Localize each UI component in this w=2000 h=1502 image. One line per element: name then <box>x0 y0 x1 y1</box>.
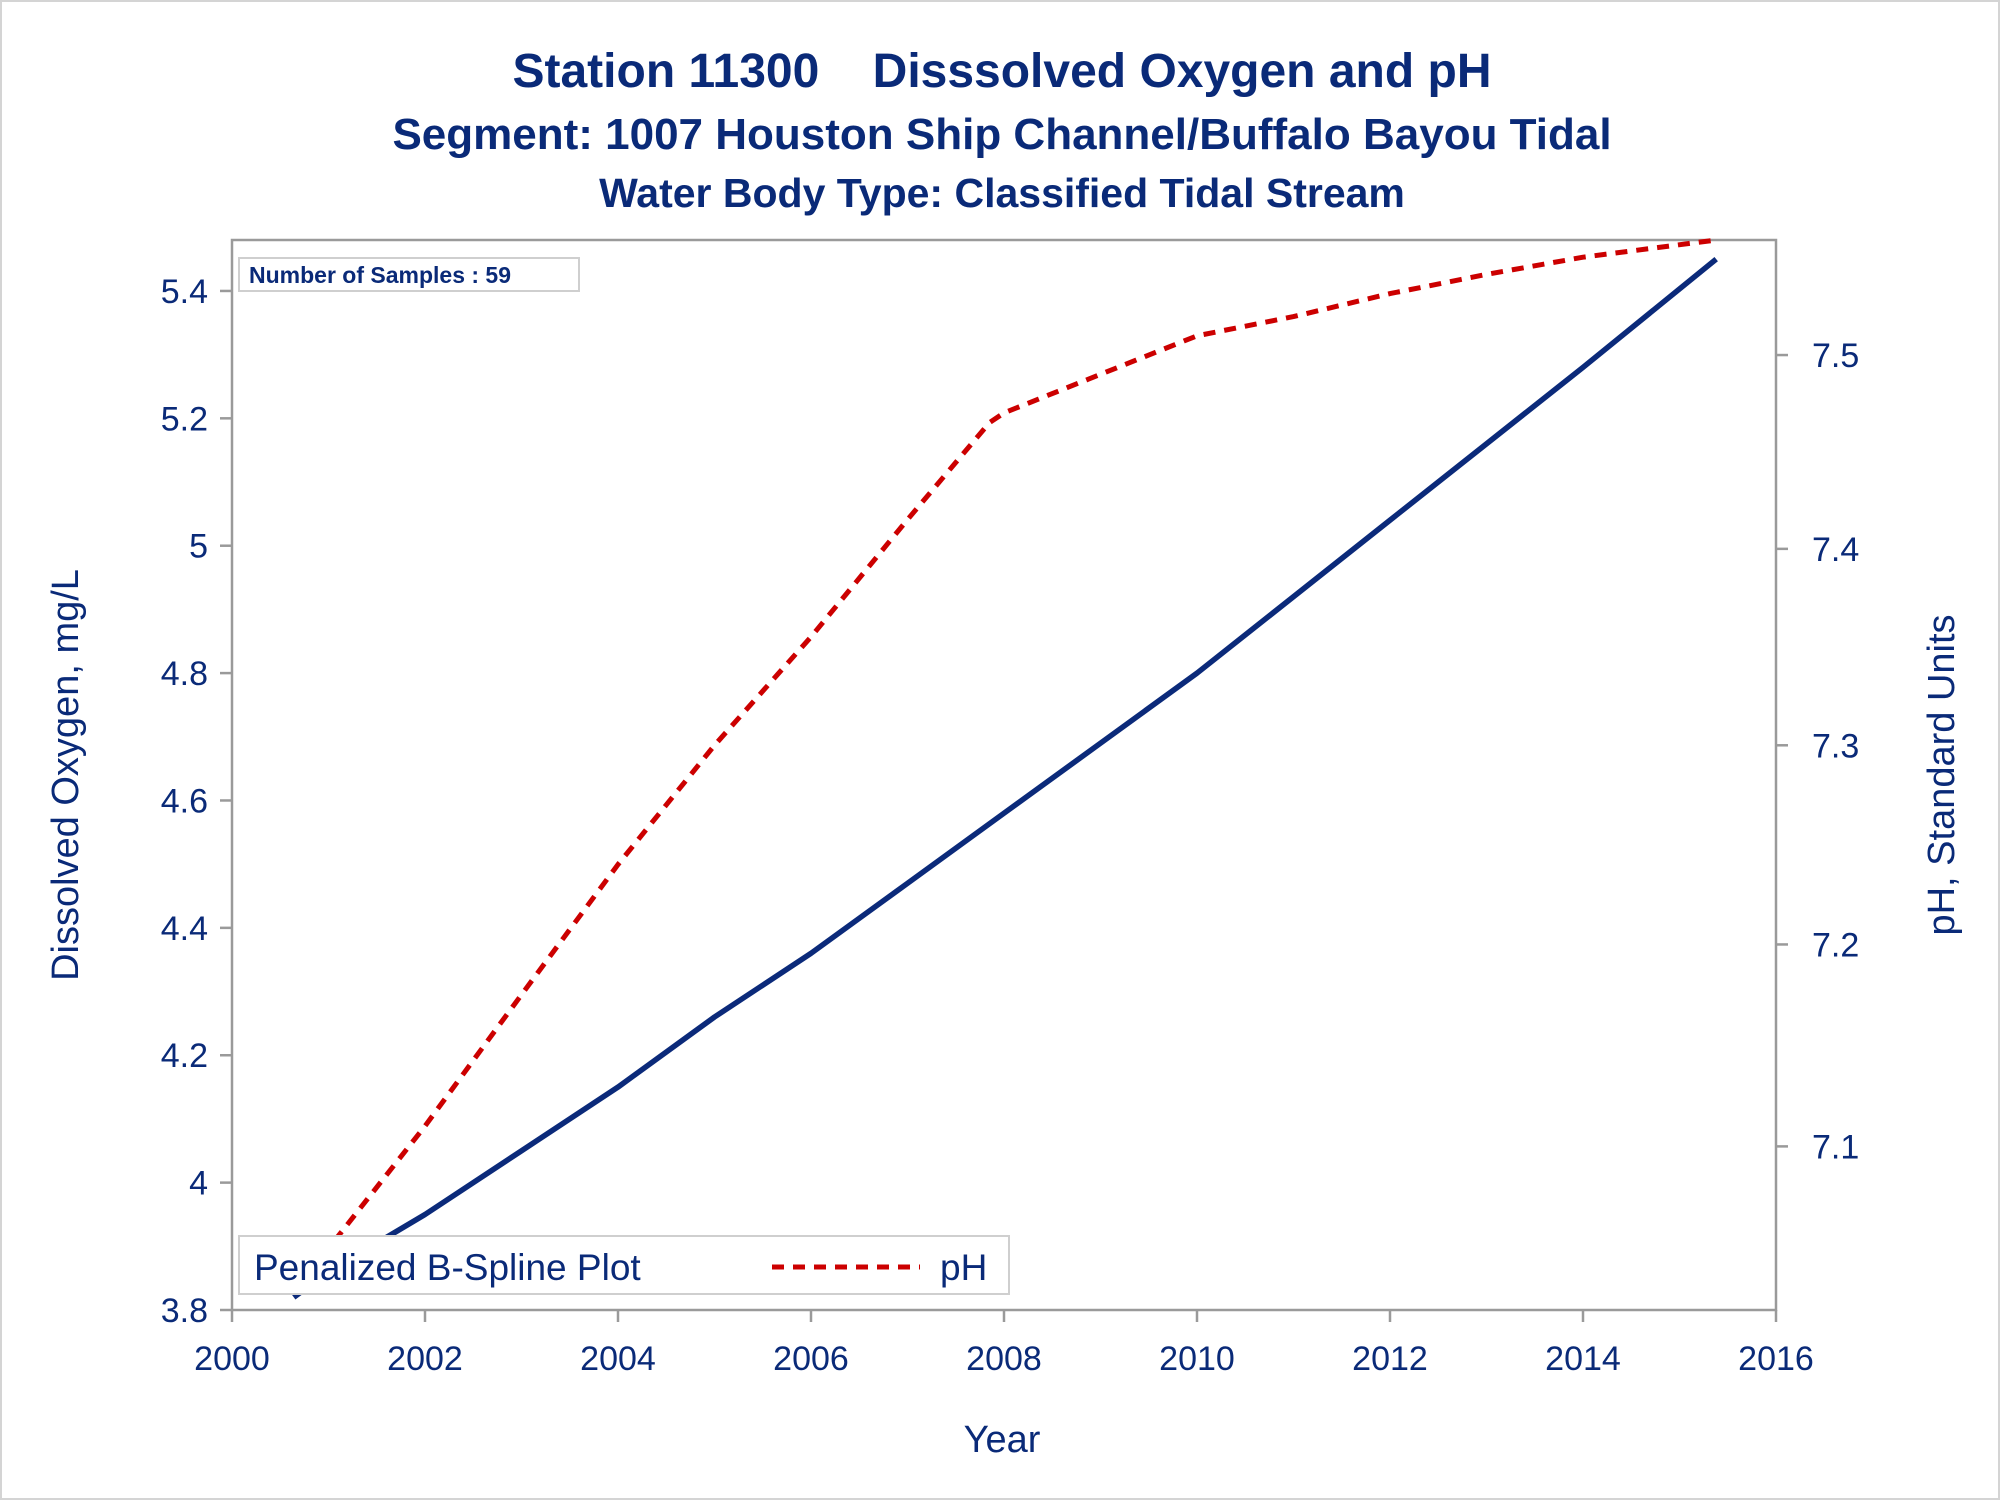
x-tick-label: 2000 <box>194 1340 270 1378</box>
y-axis-left: 3.8 4 4.2 4.4 4.6 4.8 5 5.2 5.4 <box>161 273 232 1330</box>
ph-series-line <box>291 237 1717 1292</box>
x-axis: 2000 2002 2004 2006 2008 2010 2012 2014 2016 <box>194 1310 1814 1378</box>
x-axis-label: Year <box>964 1419 1041 1461</box>
chart-subtitle-segment: Segment: 1007 Houston Ship Channel/Buffa… <box>392 110 1611 159</box>
x-tick-label: 2004 <box>580 1340 656 1378</box>
chart-subtitle-water-body: Water Body Type: Classified Tidal Stream <box>599 170 1405 216</box>
samples-count-label: Number of Samples : 59 <box>249 262 511 288</box>
y2-tick-label: 7.1 <box>1812 1128 1859 1166</box>
chart-title: Station 11300 Disssolved Oxygen and pH <box>512 45 1491 98</box>
y2-tick-label: 7.5 <box>1812 337 1859 375</box>
series-layer <box>291 237 1718 1300</box>
y-tick-label: 4 <box>189 1165 208 1203</box>
y-axis-label: Dissolved Oxygen, mg/L <box>45 569 87 981</box>
x-tick-label: 2002 <box>387 1340 463 1378</box>
y-tick-label: 5.4 <box>161 273 208 311</box>
x-tick-label: 2010 <box>1159 1340 1235 1378</box>
x-tick-label: 2012 <box>1352 1340 1428 1378</box>
x-tick-label: 2008 <box>966 1340 1042 1378</box>
y2-tick-label: 7.3 <box>1812 727 1859 765</box>
y-tick-label: 4.2 <box>161 1037 208 1075</box>
y-tick-label: 3.8 <box>161 1292 208 1330</box>
y-tick-label: 4.8 <box>161 655 208 693</box>
y-tick-label: 5 <box>189 528 208 566</box>
y2-tick-label: 7.2 <box>1812 926 1859 964</box>
dissolved-oxygen-series-line <box>292 256 1718 1300</box>
y-tick-label: 4.6 <box>161 782 208 820</box>
legend-title: Penalized B-Spline Plot <box>254 1247 641 1288</box>
x-tick-label: 2016 <box>1738 1340 1814 1378</box>
y-tick-label: 4.4 <box>161 910 208 948</box>
x-tick-label: 2014 <box>1545 1340 1621 1378</box>
y-axis-right: 7.1 7.2 7.3 7.4 7.5 <box>1776 337 1859 1166</box>
legend-entry-ph: pH <box>940 1247 987 1288</box>
y2-tick-label: 7.4 <box>1812 531 1859 569</box>
y-tick-label: 5.2 <box>161 400 208 438</box>
samples-inset-box <box>238 257 580 292</box>
y2-axis-label: pH, Standard Units <box>1921 614 1963 935</box>
x-tick-label: 2006 <box>773 1340 849 1378</box>
